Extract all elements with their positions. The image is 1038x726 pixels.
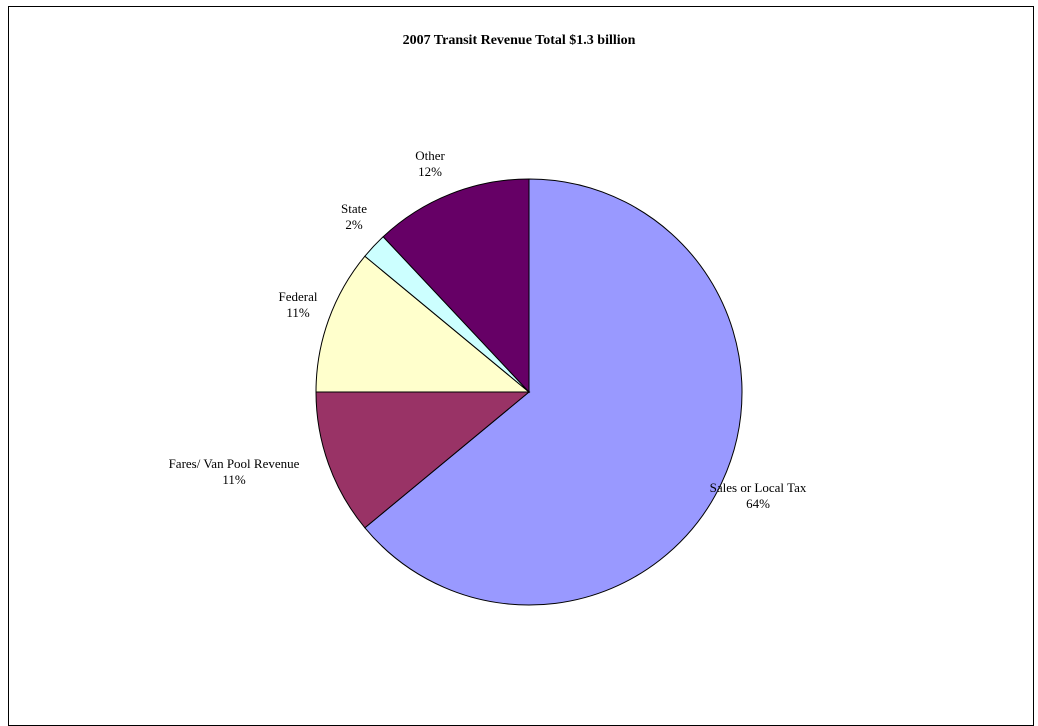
slice-percent-other: 12% [418, 164, 442, 179]
pie-slice-other [382, 178, 530, 394]
chart-title: 2007 Transit Revenue Total $1.3 billion [402, 33, 636, 48]
pie-slice-fares-van-pool-revenue [315, 391, 531, 529]
slice-percent-fares-van-pool-revenue: 11% [222, 472, 246, 487]
slice-percent-federal: 11% [286, 305, 310, 320]
slice-percent-sales-or-local-tax: 64% [746, 496, 770, 511]
pie-slice-federal [315, 255, 531, 393]
slice-label-other: Other [415, 148, 445, 163]
pie-slices [315, 178, 743, 606]
pie-slice-sales-or-local-tax [364, 178, 743, 606]
slice-label-federal: Federal [279, 289, 318, 304]
slice-label-sales-or-local-tax: Sales or Local Tax [710, 480, 807, 495]
slice-percent-state: 2% [345, 217, 363, 232]
slice-label-fares-van-pool-revenue: Fares/ Van Pool Revenue [169, 456, 300, 471]
slice-label-state: State [341, 201, 367, 216]
